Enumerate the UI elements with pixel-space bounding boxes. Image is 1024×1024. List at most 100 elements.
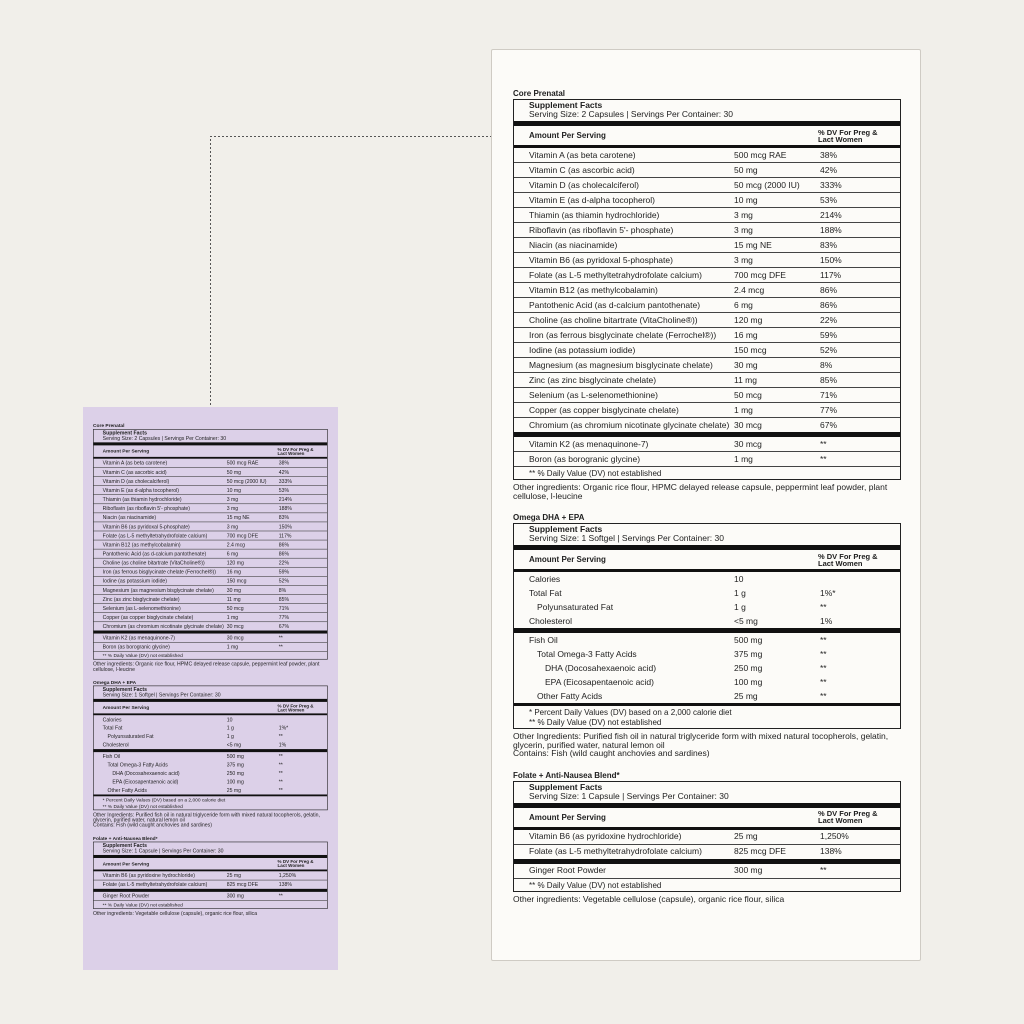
- nutrient-dv: **: [820, 438, 827, 449]
- column-header: Amount Per Serving % DV For Preg & Lact W…: [514, 550, 900, 569]
- nutrient-amount: 3 mg: [734, 254, 753, 265]
- nutrient-amount: 300 mg: [734, 865, 763, 875]
- footnote: ** % Daily Value (DV) not established: [529, 469, 662, 478]
- nutrient-name: Choline (as choline bitartrate (VitaChol…: [529, 314, 698, 325]
- thumbnail: Core Prenatal Supplement Facts Serving Siz…: [83, 407, 338, 970]
- nutrient-dv: 85%: [278, 595, 290, 602]
- section: Folate + Anti-Nausea Blend* Supplement Fa…: [513, 771, 901, 904]
- nutrient-name: Magnesium (as magnesium bisglycinate che…: [529, 359, 713, 370]
- nutrient-name: Cholesterol: [102, 741, 129, 748]
- divider-bar: [93, 749, 328, 753]
- nutrient-row: Magnesium (as magnesium bisglycinate che…: [514, 357, 900, 372]
- section-title: Core Prenatal: [513, 89, 566, 98]
- section: Folate + Anti-Nausea Blend* Supplement Fa…: [93, 835, 328, 915]
- nutrient-row: Folate (as L-5 methyltetrahydrofolate ca…: [93, 530, 328, 540]
- nutrient-row: Vitamin B6 (as pyridoxine hydrochloride)…: [514, 830, 900, 844]
- nutrient-amount: 11 mg: [226, 595, 241, 602]
- ingredients-line: Other ingredients: Organic rice flour, H…: [93, 660, 320, 672]
- nutrient-name: Magnesium (as magnesium bisglycinate che…: [102, 586, 214, 593]
- other-ingredients: Other ingredients: Vegetable cellulose (…: [513, 894, 901, 904]
- nutrient-amount: 6 mg: [734, 299, 753, 310]
- nutrient-row: Total Fat 1 g 1%*: [94, 724, 328, 732]
- divider-line: [93, 900, 328, 901]
- nutrient-name: Iodine (as potassium iodide): [529, 344, 636, 355]
- nutrient-row: Folate (as L-5 methyltetrahydrofolate ca…: [514, 267, 900, 282]
- facts-header: Supplement Facts Serving Size: 2 Capsules…: [514, 100, 900, 121]
- ingredients-line: Other ingredients: Vegetable cellulose (…: [93, 909, 258, 916]
- facts-header: Supplement Facts Serving Size: 1 Capsule …: [514, 782, 900, 803]
- nutrient-row: Boron (as borogranic glycine) 1 mg **: [514, 451, 900, 466]
- nutrient-dv: 8%: [820, 359, 833, 370]
- ingredients-line: Contains: Fish (wild caught anchovies an…: [513, 748, 710, 758]
- divider-bar: [514, 569, 900, 572]
- footnote: ** % Daily Value (DV) not established: [102, 803, 183, 809]
- facts-box: Supplement Facts Serving Size: 2 Capsules…: [93, 429, 328, 660]
- nutrient-name: Other Fatty Acids: [537, 690, 603, 701]
- facts-title: Supplement Facts: [102, 429, 147, 436]
- nutrient-dv: 77%: [278, 613, 290, 620]
- serving-info: Serving Size: 1 Capsule | Servings Per C…: [529, 790, 729, 801]
- nutrient-amount: 120 mg: [734, 314, 763, 325]
- nutrient-name: Ginger Root Powder: [529, 865, 607, 875]
- nutrient-dv: 52%: [278, 577, 290, 584]
- nutrient-dv: 59%: [278, 568, 290, 575]
- nutrient-name: Vitamin A (as beta carotene): [102, 459, 168, 466]
- section: Omega DHA + EPA Supplement Facts Serving S…: [513, 513, 901, 758]
- nutrient-dv: 117%: [278, 532, 292, 539]
- nutrient-amount: 1 g: [226, 733, 234, 740]
- nutrient-amount: 1 g: [226, 724, 234, 731]
- nutrient-row: Other Fatty Acids 25 mg **: [94, 786, 328, 794]
- nutrient-name: Riboflavin (as riboflavin 5'- phosphate): [102, 504, 190, 512]
- nutrient-name: Boron (as borogranic glycine): [529, 453, 641, 464]
- divider-bar: [514, 802, 900, 808]
- nutrient-dv: 59%: [820, 329, 838, 340]
- nutrient-dv: 150%: [820, 254, 842, 265]
- nutrient-amount: 30 mg: [226, 586, 241, 593]
- nutrient-name: Ginger Root Powder: [102, 892, 150, 899]
- nutrient-dv: 53%: [278, 486, 290, 493]
- divider-bar: [93, 698, 328, 702]
- nutrient-dv: **: [278, 643, 283, 650]
- nutrient-amount: 3 mg: [734, 209, 753, 220]
- nutrient-dv: 22%: [278, 559, 290, 566]
- facts-title: Supplement Facts: [529, 100, 603, 110]
- detail-panel: Core Prenatal Supplement Facts Serving Siz…: [491, 49, 921, 961]
- nutrient-row: Choline (as choline bitartrate (VitaChol…: [93, 557, 328, 567]
- nutrient-amount: 50 mcg: [226, 604, 244, 611]
- divider-bar: [514, 145, 900, 148]
- serving-info: Serving Size: 2 Capsules | Servings Per …: [529, 109, 733, 119]
- nutrient-row: Zinc (as zinc bisglycinate chelate) 11 mg…: [93, 594, 328, 603]
- nutrient-name: Calories: [102, 716, 122, 723]
- serving-info: Serving Size: 2 Capsules | Servings Per …: [102, 435, 227, 442]
- column-header: Amount Per Serving % DV For Preg & Lact W…: [514, 808, 900, 827]
- nutrient-name: Vitamin B12 (as methylcobalamin): [529, 284, 658, 295]
- nutrient-amount: 700 mcg DFE: [226, 532, 259, 539]
- nutrient-row: Total Fat 1 g 1%*: [514, 586, 900, 600]
- nutrient-dv: **: [278, 786, 283, 793]
- nutrient-amount: 100 mg: [734, 676, 763, 687]
- nutrient-row: Ginger Root Powder 300 mg **: [514, 864, 900, 878]
- nutrient-name: Vitamin E (as d-alpha tocopherol): [102, 486, 179, 493]
- nutrient-row: Niacin (as niacinamide) 15 mg NE 83%: [514, 237, 900, 252]
- serving-info: Serving Size: 1 Softgel | Servings Per C…: [529, 533, 724, 543]
- nutrient-amount: 1 mg: [734, 453, 753, 464]
- nutrient-dv: 71%: [820, 389, 838, 400]
- divider-bar: [93, 854, 328, 858]
- facts-header: Supplement Facts Serving Size: 1 Softgel …: [514, 524, 900, 545]
- nutrient-row: Copper (as copper bisglycinate chelate) 1…: [514, 402, 900, 417]
- divider-bar: [514, 628, 900, 633]
- thumbnail-content: Core Prenatal Supplement Facts Serving Siz…: [93, 423, 328, 923]
- amount-header: Amount Per Serving: [529, 555, 606, 564]
- column-header: Amount Per Serving % DV For Preg & Lact W…: [514, 126, 900, 145]
- nutrient-name: Chromium (as chromium nicotinate glycina…: [529, 419, 730, 430]
- nutrient-row: Thiamin (as thiamin hydrochloride) 3 mg 21…: [514, 207, 900, 222]
- nutrient-amount: 10: [734, 573, 744, 584]
- nutrient-name: Zinc (as zinc bisglycinate chelate): [102, 595, 180, 602]
- nutrient-row: Boron (as borogranic glycine) 1 mg **: [93, 642, 328, 651]
- nutrient-dv: 214%: [820, 209, 842, 220]
- divider-bar: [514, 432, 900, 437]
- nutrient-amount: 25 mg: [734, 831, 758, 841]
- nutrient-name: Chromium (as chromium nicotinate glycina…: [102, 622, 224, 630]
- nutrient-name: Vitamin A (as beta carotene): [529, 149, 636, 160]
